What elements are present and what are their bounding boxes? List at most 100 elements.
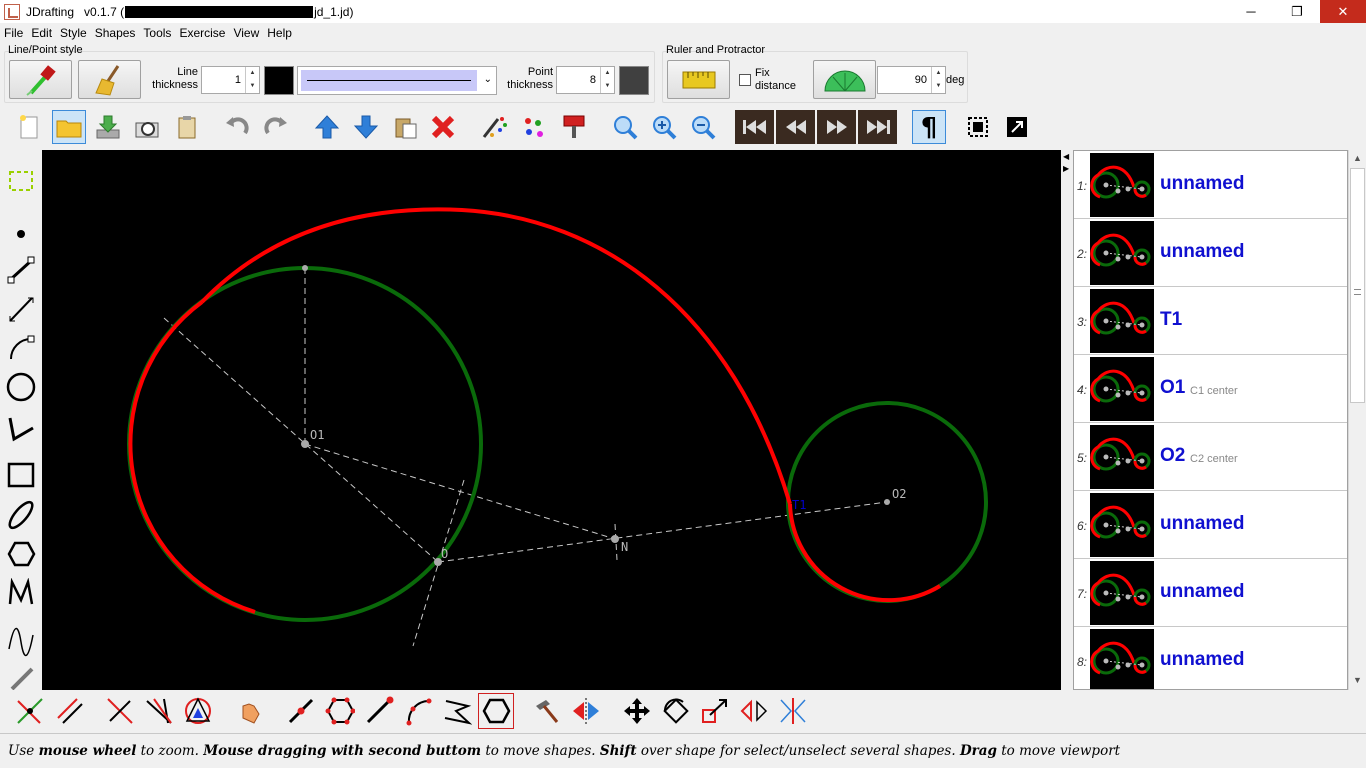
point-colors-button[interactable] — [517, 110, 551, 144]
scroll-thumb[interactable] — [1350, 168, 1365, 403]
line-tool[interactable] — [2, 290, 40, 328]
scroll-up-icon[interactable]: ▲ — [1353, 153, 1362, 163]
save-button[interactable] — [91, 110, 125, 144]
shape-list-scrollbar[interactable]: ▲ ▼ — [1348, 150, 1366, 690]
menu-style[interactable]: Style — [60, 26, 87, 40]
scale-tool[interactable] — [697, 693, 733, 729]
arc-tool[interactable] — [2, 328, 40, 366]
polygon-tool[interactable] — [2, 535, 40, 573]
drawing-canvas[interactable]: O1 O2 T1 N O — [42, 150, 1061, 690]
zoom-out-button[interactable] — [686, 110, 720, 144]
point-color-swatch[interactable] — [619, 66, 649, 95]
protractor-button[interactable] — [813, 60, 876, 99]
fix-distance-checkbox[interactable] — [739, 74, 751, 86]
polyline-points-tool[interactable] — [439, 693, 475, 729]
shape-list-item[interactable]: 6: unnamed — [1074, 491, 1347, 559]
point-thickness-spinner[interactable]: 8 ▲ ▼ — [556, 66, 615, 94]
maximize-button[interactable]: ❐ — [1274, 0, 1320, 23]
fill-button[interactable] — [557, 110, 591, 144]
line-thickness-value[interactable]: 1 — [234, 74, 241, 86]
shape-list-item[interactable]: 7: unnamed — [1074, 559, 1347, 627]
hammer-tool[interactable] — [529, 693, 565, 729]
collapse-left-icon[interactable]: ◀ — [1063, 152, 1070, 161]
menu-file[interactable]: File — [4, 26, 24, 40]
segment-tool[interactable] — [2, 250, 40, 288]
spin-up-icon[interactable]: ▲ — [935, 70, 942, 76]
angle-spinner[interactable]: 90 ▲ ▼ — [877, 66, 946, 94]
shape-list-item[interactable]: 2: unnamed — [1074, 219, 1347, 287]
symmetry-tool[interactable] — [775, 693, 811, 729]
clipboard-button[interactable] — [170, 110, 204, 144]
previous-step-button[interactable] — [776, 110, 815, 144]
menu-edit[interactable]: Edit — [31, 26, 53, 40]
spin-up-icon[interactable]: ▲ — [249, 70, 256, 76]
circle-tool[interactable] — [2, 368, 40, 406]
move-tool[interactable] — [619, 693, 655, 729]
undo-button[interactable] — [220, 110, 254, 144]
perpendicular-tool[interactable] — [102, 693, 138, 729]
open-file-button[interactable] — [52, 110, 86, 144]
move-up-button[interactable] — [310, 110, 344, 144]
redo-button[interactable] — [259, 110, 293, 144]
next-step-button[interactable] — [817, 110, 856, 144]
freehand-tool[interactable] — [2, 623, 40, 661]
menu-help[interactable]: Help — [267, 26, 292, 40]
angle-tool[interactable] — [2, 408, 40, 446]
last-step-button[interactable] — [858, 110, 897, 144]
draw-style-button[interactable] — [477, 110, 511, 144]
paint-brush-button[interactable] — [78, 60, 141, 99]
line-style-dropdown[interactable]: ⌄ — [297, 66, 497, 95]
panel-splitter[interactable]: ◀ ▶ — [1061, 150, 1073, 690]
scroll-down-icon[interactable]: ▼ — [1353, 675, 1362, 685]
collapse-right-icon[interactable]: ▶ — [1063, 164, 1070, 173]
angle-value[interactable]: 90 — [914, 74, 927, 86]
polyline-tool[interactable] — [2, 574, 40, 612]
line-color-swatch[interactable] — [264, 66, 294, 95]
polygon-points-tool[interactable] — [322, 693, 358, 729]
spin-up-icon[interactable]: ▲ — [604, 70, 611, 76]
spin-down-icon[interactable]: ▼ — [249, 83, 256, 89]
shape-list-item[interactable]: 1: unnamed — [1074, 151, 1347, 219]
print-preview-button[interactable] — [130, 110, 164, 144]
menu-shapes[interactable]: Shapes — [94, 26, 136, 40]
point-tool[interactable] — [2, 212, 40, 250]
select-tool[interactable] — [2, 162, 40, 200]
delete-button[interactable] — [426, 110, 460, 144]
point-thickness-value[interactable]: 8 — [589, 74, 596, 86]
minimize-button[interactable]: ─ — [1228, 0, 1274, 23]
close-button[interactable]: ✕ — [1320, 0, 1366, 23]
divide-shape-tool[interactable] — [478, 693, 514, 729]
move-down-button[interactable] — [349, 110, 383, 144]
ruler-button[interactable] — [667, 60, 730, 99]
shape-list-item[interactable]: 8: unnamed — [1074, 627, 1347, 689]
drag-tool[interactable] — [231, 693, 267, 729]
fullscreen-button[interactable] — [1000, 110, 1034, 144]
shape-list-item[interactable]: 5: O2 C2 center — [1074, 423, 1347, 491]
menu-tools[interactable]: Tools — [143, 26, 172, 40]
segment-endpoints-tool[interactable] — [361, 693, 397, 729]
zoom-fit-button[interactable] — [608, 110, 642, 144]
first-step-button[interactable] — [735, 110, 774, 144]
pencil-tool[interactable] — [2, 662, 40, 690]
line-thickness-spinner[interactable]: 1 ▲ ▼ — [201, 66, 260, 94]
spin-down-icon[interactable]: ▼ — [604, 83, 611, 89]
triangle-circle-tool[interactable] — [180, 693, 216, 729]
rotate-tool[interactable] — [658, 693, 694, 729]
geometry-drawing[interactable]: O1 O2 T1 N O — [42, 150, 1061, 690]
menu-exercise[interactable]: Exercise — [179, 26, 226, 40]
reflect-tool[interactable] — [736, 693, 772, 729]
rectangle-tool[interactable] — [2, 456, 40, 494]
intersection-tool[interactable] — [12, 693, 48, 729]
parallel-tool[interactable] — [52, 693, 88, 729]
shape-list-item[interactable]: 3: T1 — [1074, 287, 1347, 355]
arc-points-tool[interactable] — [400, 693, 436, 729]
eyedropper-button[interactable] — [9, 60, 72, 99]
spin-down-icon[interactable]: ▼ — [935, 83, 942, 89]
new-file-button[interactable] — [12, 110, 46, 144]
show-names-toggle[interactable]: ¶ — [912, 110, 946, 144]
segment-point-tool[interactable] — [283, 693, 319, 729]
shape-list-item[interactable]: 4: O1 C1 center — [1074, 355, 1347, 423]
mirror-tool[interactable] — [568, 693, 604, 729]
menu-view[interactable]: View — [233, 26, 260, 40]
ellipse-tool[interactable] — [2, 496, 40, 534]
